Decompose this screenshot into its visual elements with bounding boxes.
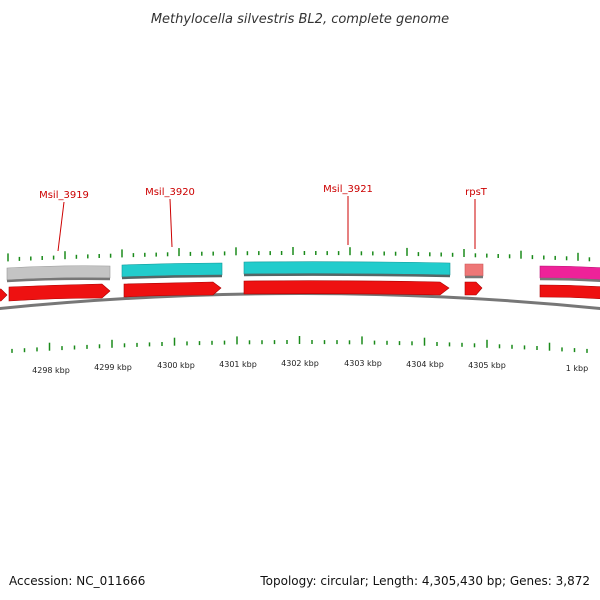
scale-label: 4301 kbp <box>219 360 257 369</box>
cds-arrow-msil-3920[interactable] <box>123 281 222 298</box>
scale-label: 1 kbp <box>566 364 588 373</box>
gene-track <box>6 261 600 283</box>
genome-summary-text: Topology: circular; Length: 4,305,430 bp… <box>259 574 590 588</box>
gene-msil-3919[interactable] <box>6 265 111 283</box>
cds-arrow-msil-3919[interactable] <box>8 283 111 302</box>
cds-arrow-rpst[interactable] <box>464 281 483 296</box>
gene-label-text: Msil_3920 <box>145 187 195 198</box>
gene-msil-3920[interactable] <box>121 262 223 280</box>
scale-label: 4299 kbp <box>94 363 132 372</box>
gene-label-rpst[interactable]: rpsT <box>465 187 488 249</box>
gene-label-text: Msil_3921 <box>323 184 373 195</box>
scale-label: 4304 kbp <box>406 360 444 369</box>
accession-text: Accession: NC_011666 <box>9 574 145 588</box>
gene-label-text: rpsT <box>465 187 488 198</box>
genome-title: Methylocella silvestris BL2, complete ge… <box>151 12 449 27</box>
cds-arrow-right-edge[interactable] <box>539 284 600 300</box>
cds-arrow-msil-3921[interactable] <box>243 280 450 296</box>
gene-label-msil-3919[interactable]: Msil_3919 <box>39 190 89 252</box>
scale-label: 4298 kbp <box>32 366 70 375</box>
cds-arrow-left-edge[interactable] <box>0 288 8 302</box>
feature-track-ticks <box>7 247 591 262</box>
gene-rpst[interactable] <box>464 263 484 279</box>
scale-label: 4302 kbp <box>281 359 319 368</box>
gene-msil-3921[interactable] <box>243 261 451 278</box>
scale-label: 4300 kbp <box>157 361 195 370</box>
cds-track <box>0 280 600 302</box>
gene-labels: Msil_3919 Msil_3920 Msil_3921 rpsT <box>39 184 488 252</box>
gene-label-msil-3921[interactable]: Msil_3921 <box>323 184 373 245</box>
scale-ticks <box>11 336 588 353</box>
scale-label: 4305 kbp <box>468 361 506 370</box>
gene-right-edge[interactable] <box>539 265 600 282</box>
scale-labels: 4298 kbp 4299 kbp 4300 kbp 4301 kbp 4302… <box>32 359 588 375</box>
gene-label-text: Msil_3919 <box>39 190 89 201</box>
scale-label: 4303 kbp <box>344 359 382 368</box>
gene-label-msil-3920[interactable]: Msil_3920 <box>145 187 195 248</box>
